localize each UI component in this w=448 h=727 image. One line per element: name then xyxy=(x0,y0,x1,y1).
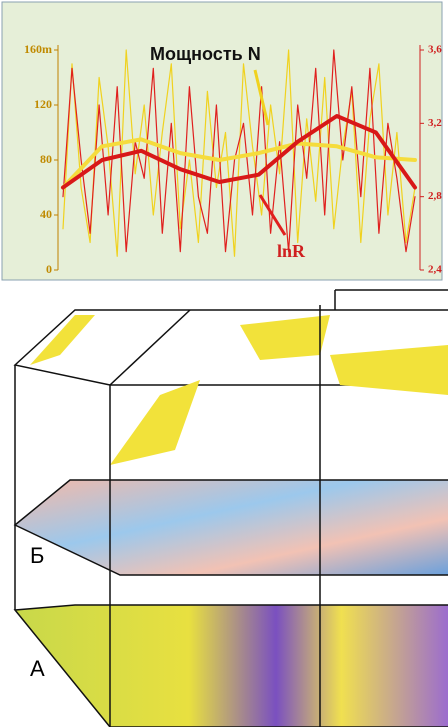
y2-tick-label: 2,4 xyxy=(428,264,442,276)
y-tick-label: 40 xyxy=(40,207,52,221)
layer-frames xyxy=(15,290,448,727)
y2-tick-label: 2,8 xyxy=(428,190,442,202)
y-tick-label: 120 xyxy=(34,97,52,111)
y2-tick-label: 3,6 xyxy=(428,44,442,56)
chart: 0 40 80 120 160m 2,4 2,8 3,2 3,6 Мощность N lnR xyxy=(0,0,448,285)
y-tick-label: 80 xyxy=(40,152,52,166)
layer-label: А xyxy=(30,656,45,681)
annotation: Мощность N xyxy=(150,44,261,64)
map-layers: Б А xyxy=(0,285,448,727)
annotation: lnR xyxy=(277,241,306,261)
y-tick-label: 160m xyxy=(24,42,52,56)
y2-tick-label: 3,2 xyxy=(428,117,442,129)
page: 0 40 80 120 160m 2,4 2,8 3,2 3,6 Мощность N lnR Б … xyxy=(0,0,448,727)
layer-label: Б xyxy=(30,543,44,568)
y-tick-label: 0 xyxy=(46,262,52,276)
